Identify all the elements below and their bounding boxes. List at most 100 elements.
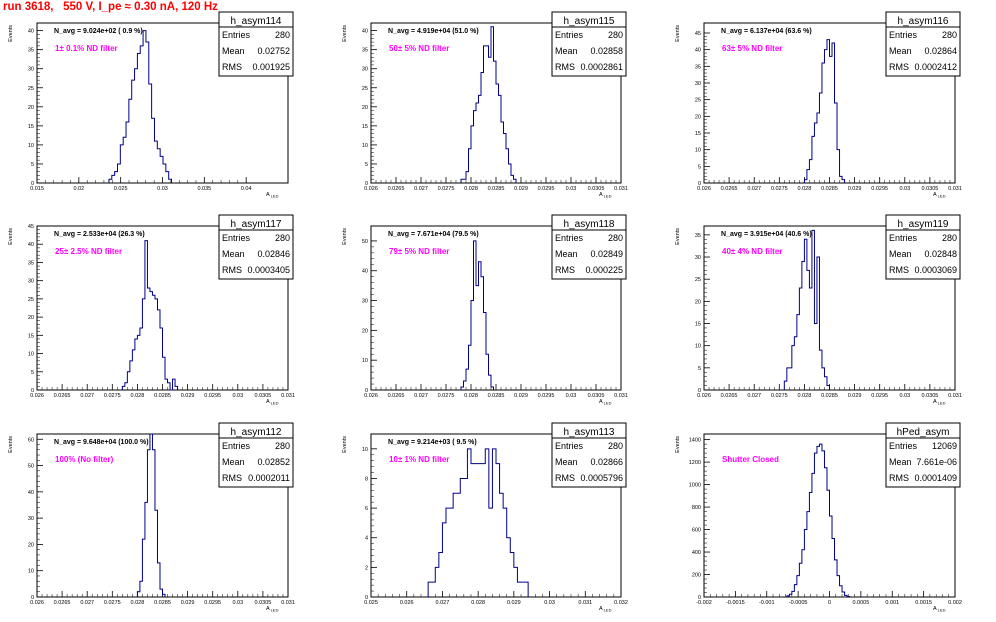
y-tick-label: 15 — [28, 124, 34, 130]
stats-value: 0.0002861 — [580, 62, 623, 72]
x-tick-label: 0.031 — [614, 186, 628, 192]
x-tick-label: -0.002 — [696, 600, 712, 606]
histogram-bin — [814, 324, 817, 390]
histogram-line — [460, 240, 494, 390]
y-tick-label: 20 — [28, 542, 34, 548]
x-tick-label: 0.026 — [697, 393, 711, 399]
stats-label: RMS — [555, 473, 575, 483]
x-tick-label: 0.03 — [232, 600, 243, 606]
stats-label: Entries — [889, 233, 918, 243]
x-tick-label: 0.0005 — [852, 600, 869, 606]
y-tick-label: 20 — [362, 328, 368, 334]
x-tick-label: 0.031 — [578, 600, 592, 606]
y-tick-label: 10 — [362, 143, 368, 149]
stats-value: 0.02866 — [590, 457, 623, 467]
histogram-bin — [496, 464, 500, 597]
x-tick-label: 0.0295 — [204, 393, 221, 399]
histogram-bin — [152, 295, 155, 390]
x-tick-label: 0.0305 — [921, 393, 938, 399]
y-tick-label: 40 — [28, 490, 34, 496]
y-tick-label: 5 — [698, 366, 701, 372]
histogram-panel-h_asym116: 0 5 10 15 20 25 30 35 40 45 0.026 0.0265 0.027 0.0275… — [675, 11, 962, 199]
histogram-bin — [428, 582, 432, 597]
histogram-bin — [140, 46, 143, 183]
y-tick-label: 10 — [28, 143, 34, 149]
stats-label: Mean — [555, 249, 578, 259]
x-tick-label: 0.0285 — [154, 393, 171, 399]
y-tick-label: 20 — [28, 105, 34, 111]
filter-annotation: 25± 2.5% ND filter — [55, 247, 122, 256]
histogram-bin — [442, 523, 446, 597]
histogram-panel-hPed_asym: 0 200 400 600 800 1000 1200 1400 -0.002 -0.0015 -0… — [675, 422, 962, 613]
stats-box: h_asym115 Entries 280 Mean 0.02858 RMS 0.00028… — [551, 11, 627, 77]
histogram-bin — [457, 493, 461, 597]
stats-box-frame — [551, 11, 627, 77]
x-tick-label: 0 — [828, 600, 831, 606]
histogram-panel-h_asym117: 0 5 10 15 20 25 30 35 40 45 0.026 0.0265 0.027 0.0275… — [8, 214, 295, 406]
histogram-panel-h_asym114: 0 5 10 15 20 25 30 35 40 0.015 0.02 0.025 0.03 0.035 0… — [8, 11, 294, 199]
y-tick-label: 0 — [365, 181, 368, 187]
histogram-bin — [143, 31, 146, 183]
x-tick-label: 0.002 — [948, 600, 962, 606]
histogram-bin — [432, 582, 436, 597]
y-tick-label: 35 — [362, 48, 368, 54]
histogram-bin — [809, 288, 812, 390]
x-tick-label: 0.03 — [566, 186, 577, 192]
x-tick-label: 0.026 — [30, 600, 44, 606]
y-axis-title: Events — [8, 436, 14, 453]
x-tick-label: 0.03 — [899, 186, 910, 192]
x-tick-label: 0.0305 — [254, 393, 271, 399]
navg-label: N_avg = 9.214e+03 ( 9.5 %) — [388, 439, 477, 446]
stats-box: hPed_asym Entries 12069 Mean 7.661e-06 RMS 0.0… — [885, 422, 961, 488]
x-tick-label: 0.02 — [73, 186, 84, 192]
histogram-panel-h_asym112: 0 10 20 30 40 50 60 0.026 0.0265 0.027 0.0275 0.028… — [8, 422, 295, 613]
x-tick-label: 0.0265 — [388, 393, 405, 399]
x-tick-label: 0.0295 — [538, 393, 555, 399]
stats-label: Entries — [222, 441, 251, 451]
y-tick-label: 40 — [362, 29, 368, 35]
y-tick-label: 25 — [695, 277, 701, 283]
navg-label: N_avg = 9.024e+02 ( 0.9 %) — [54, 28, 143, 35]
y-tick-label: 15 — [362, 124, 368, 130]
histogram-title: h_asym116 — [898, 16, 949, 27]
filter-annotation: 79± 5% ND filter — [389, 247, 449, 256]
stats-value: 280 — [608, 30, 623, 40]
x-tick-label: 0.026 — [364, 393, 378, 399]
histogram-bin — [435, 567, 439, 597]
x-tick-label: 0.03 — [544, 600, 555, 606]
histogram-bin — [467, 449, 471, 597]
histogram-bin — [830, 56, 833, 183]
stats-value: 0.0005796 — [580, 473, 623, 483]
histogram-bin — [140, 328, 143, 390]
y-tick-label: 5 — [31, 162, 34, 168]
histogram-bin — [150, 434, 153, 597]
stats-label: RMS — [222, 265, 242, 275]
histogram-bin — [476, 103, 479, 183]
stats-box-frame — [218, 422, 294, 488]
stats-label: Mean — [889, 249, 912, 259]
stats-label: RMS — [889, 62, 909, 72]
stats-value: 0.0003405 — [247, 265, 290, 275]
histogram-bin — [439, 553, 443, 597]
x-axis-title: ALED — [933, 399, 946, 406]
x-axis-title: ALED — [599, 606, 612, 613]
y-tick-label: 5 — [31, 370, 34, 376]
x-tick-label: 0.0295 — [204, 600, 221, 606]
histogram-bin — [446, 508, 450, 597]
navg-label: N_avg = 6.137e+04 (63.6 %) — [721, 28, 812, 35]
stats-box-frame — [551, 214, 627, 280]
histogram-bin — [521, 582, 525, 597]
x-tick-label: 0.031 — [614, 393, 628, 399]
histogram-bin — [492, 449, 496, 597]
x-tick-label: 0.029 — [181, 600, 195, 606]
y-tick-label: 0 — [365, 388, 368, 394]
x-tick-label: 0.0265 — [721, 186, 738, 192]
x-tick-label: 0.027 — [436, 600, 450, 606]
histogram-bin — [135, 69, 138, 183]
histogram-line — [121, 240, 179, 391]
y-tick-label: 20 — [28, 315, 34, 321]
stats-label: Entries — [889, 30, 918, 40]
x-tick-label: 0.0275 — [771, 186, 788, 192]
navg-label: N_avg = 2.533e+04 (26.3 %) — [54, 231, 145, 238]
x-tick-label: 0.03 — [899, 393, 910, 399]
